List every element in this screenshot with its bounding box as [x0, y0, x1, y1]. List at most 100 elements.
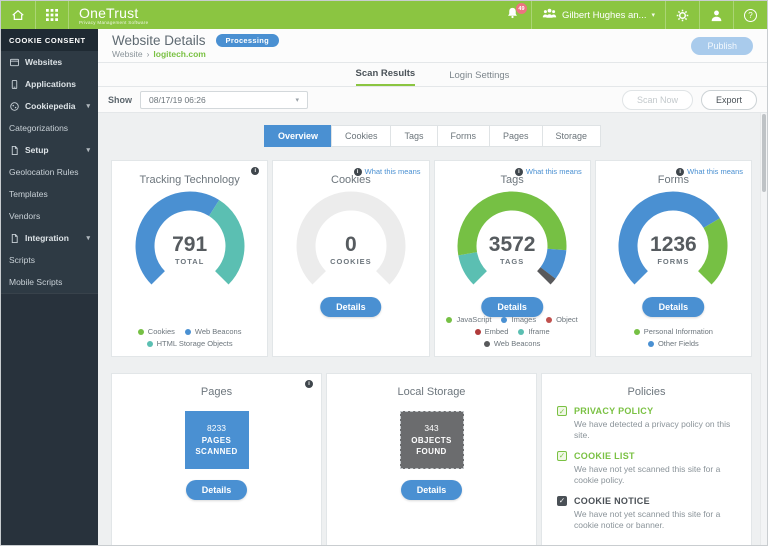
cookies-details-button[interactable]: Details	[320, 297, 382, 317]
subtab-forms[interactable]: Forms	[436, 125, 490, 147]
result-subtabs: Overview Cookies Tags Forms Pages Storag…	[98, 125, 767, 147]
divider	[699, 1, 700, 29]
gauge-unit: TOTAL	[174, 257, 205, 266]
sidebar-item-templates[interactable]: Templates	[1, 183, 98, 205]
what-this-means-link[interactable]: What this means	[687, 167, 743, 176]
breadcrumb: Website › logitech.com	[112, 49, 279, 59]
info-icon	[514, 167, 523, 176]
users-group-icon	[542, 6, 557, 24]
legend: JavaScript Images Object Embed Iframe We…	[443, 315, 582, 348]
scan-now-button[interactable]: Scan Now	[621, 89, 693, 110]
forms-details-button[interactable]: Details	[642, 297, 705, 317]
subtab-storage[interactable]: Storage	[541, 125, 602, 147]
divider	[665, 1, 666, 29]
legend-item: HTML Storage Objects	[146, 339, 233, 348]
sidebar-item-scripts[interactable]: Scripts	[1, 249, 98, 271]
local-storage-details-button[interactable]: Details	[400, 480, 463, 500]
publish-button[interactable]: Publish	[691, 36, 753, 55]
info-icon[interactable]	[251, 167, 260, 175]
sidebar-item-geolocation-rules[interactable]: Geolocation Rules	[1, 161, 98, 183]
user-menu[interactable]: Gilbert Hughes an... ▾	[532, 1, 665, 29]
scan-date-select[interactable]: 08/17/19 06:26 ▾	[140, 90, 308, 109]
main-panel: Website Details Processing Website › log…	[98, 29, 767, 545]
tab-scan-results[interactable]: Scan Results	[355, 68, 416, 86]
legend-item: Images	[501, 315, 536, 324]
scan-toolbar: Show 08/17/19 06:26 ▾ Scan Now Export	[98, 87, 767, 113]
legend-dot	[137, 328, 144, 335]
subtab-overview[interactable]: Overview	[263, 125, 332, 147]
legend-item: Other Fields	[647, 339, 699, 348]
sidebar-item-label: Cookiepedia	[25, 101, 76, 111]
sidebar-item-vendors[interactable]: Vendors	[1, 205, 98, 227]
summary-cards-row: Pages 8233 PAGES SCANNED Details Local S…	[111, 373, 752, 545]
legend-label: Cookies	[147, 327, 175, 336]
tab-login-settings[interactable]: Login Settings	[449, 70, 510, 81]
policy-label: COOKIE NOTICE	[574, 495, 650, 506]
scrollbar-thumb[interactable]	[762, 114, 766, 192]
app-grid-icon[interactable]	[36, 1, 68, 29]
policy-label: PRIVACY POLICY	[574, 406, 654, 416]
checkbox-icon[interactable]	[557, 406, 567, 416]
gear-icon[interactable]	[666, 1, 699, 29]
legend-dot	[633, 328, 640, 335]
sidebar-item-label: Setup	[25, 145, 49, 155]
legend-label: Embed	[484, 327, 509, 336]
tabs-bar: Scan Results Login Settings	[98, 63, 767, 87]
pages-details-button[interactable]: Details	[185, 480, 248, 500]
home-icon[interactable]	[1, 1, 35, 29]
tags-details-button[interactable]: Details	[481, 297, 543, 317]
checkbox-icon[interactable]	[557, 450, 567, 461]
breadcrumb-parent[interactable]: Website	[112, 48, 143, 59]
question-mark-icon: ?	[744, 8, 757, 22]
tracking-technology-gauge: 791 TOTAL	[124, 190, 256, 290]
topbar: OneTrust Privacy Management Software 49 …	[1, 1, 767, 29]
legend-dot	[474, 328, 481, 335]
policy-item-cookie-notice: COOKIE NOTICE We have not yet scanned th…	[557, 495, 736, 532]
sidebar-item-integration[interactable]: Integration ▾	[1, 227, 98, 249]
policies-list: PRIVACY POLICY We have detected a privac…	[542, 398, 751, 532]
subtab-pages[interactable]: Pages	[489, 125, 543, 147]
brand-logo[interactable]: OneTrust Privacy Management Software	[69, 1, 158, 29]
sidebar-item-mobile-scripts[interactable]: Mobile Scripts	[1, 271, 98, 293]
legend-dot	[483, 340, 490, 347]
what-this-means-link[interactable]: What this means	[525, 167, 582, 176]
checkbox-icon[interactable]	[557, 495, 567, 506]
vertical-scrollbar[interactable]	[760, 113, 767, 545]
user-profile-icon[interactable]	[700, 1, 733, 29]
stat-label: PAGES	[201, 436, 232, 445]
what-this-means-link[interactable]: What this means	[364, 167, 421, 176]
legend-item: Embed	[474, 327, 509, 336]
sidebar-footer	[1, 293, 98, 545]
legend-dot	[446, 316, 453, 323]
info-icon	[676, 167, 685, 176]
legend-item: JavaScript	[446, 315, 491, 324]
sidebar-item-websites[interactable]: Websites	[1, 51, 98, 73]
subtab-tags[interactable]: Tags	[390, 125, 438, 147]
info-icon[interactable]	[305, 380, 313, 388]
notifications-button[interactable]: 49	[494, 1, 531, 29]
legend-label: Personal Information	[643, 327, 713, 336]
sidebar-item-applications[interactable]: Applications	[1, 73, 98, 95]
help-icon[interactable]: ?	[734, 1, 767, 29]
user-name: Gilbert Hughes an...	[561, 9, 647, 21]
legend-dot	[518, 328, 525, 335]
page-header: Website Details Processing Website › log…	[98, 29, 767, 63]
card-title: Policies	[627, 386, 666, 398]
legend: Cookies Web Beacons HTML Storage Objects	[120, 327, 259, 348]
sidebar-section-title: COOKIE CONSENT	[1, 29, 98, 51]
subtab-cookies[interactable]: Cookies	[330, 125, 392, 147]
policy-label: COOKIE LIST	[574, 450, 635, 461]
legend-dot	[146, 340, 153, 347]
sidebar-item-categorizations[interactable]: Categorizations	[1, 117, 98, 139]
stat-value: 8233	[207, 423, 226, 433]
sidebar-item-cookiepedia[interactable]: Cookiepedia ▾	[1, 95, 98, 117]
policy-item-cookie-list: COOKIE LIST We have not yet scanned this…	[557, 450, 736, 487]
export-button[interactable]: Export	[700, 89, 757, 110]
sidebar-item-label: Categorizations	[9, 123, 69, 133]
legend-label: Object	[556, 315, 578, 324]
sidebar-item-label: Templates	[9, 189, 48, 199]
legend: Personal Information Other Fields	[604, 327, 743, 348]
breadcrumb-current: logitech.com	[153, 48, 206, 59]
sidebar-item-setup[interactable]: Setup ▾	[1, 139, 98, 161]
